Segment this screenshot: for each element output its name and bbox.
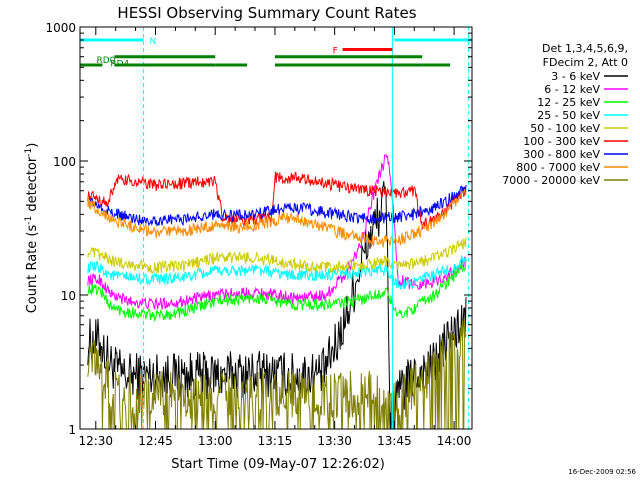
- generated-timestamp: 16-Dec-2009 02:56: [568, 468, 636, 476]
- legend-label-7: 800 - 7000 keV: [516, 161, 600, 174]
- flag-label-2: RD0: [96, 56, 115, 66]
- legend-label-4: 50 - 100 keV: [530, 122, 600, 135]
- y-tick-label-1: 10: [61, 289, 76, 303]
- chart-title: HESSI Observing Summary Count Rates: [117, 4, 416, 22]
- x-tick-label-2: 13:00: [198, 434, 233, 448]
- legend-label-1: 6 - 12 keV: [544, 83, 600, 96]
- y-tick-label-0: 1: [68, 423, 76, 437]
- series-line-1: [87, 153, 467, 310]
- series-line-0: [87, 181, 467, 429]
- y-axis-label-main: Count Rate (s: [25, 225, 40, 314]
- y-axis-label-sup2: -1: [24, 148, 34, 157]
- series-line-3: [87, 254, 467, 290]
- legend-label-2: 12 - 25 keV: [537, 96, 600, 109]
- series-line-8: [87, 318, 467, 429]
- x-tick-label-5: 13:45: [377, 434, 412, 448]
- series-line-7: [87, 188, 467, 248]
- legend-label-8: 7000 - 20000 keV: [502, 174, 600, 187]
- legend-label-3: 25 - 50 keV: [537, 109, 600, 122]
- x-tick-label-4: 13:30: [317, 434, 352, 448]
- legend-header-line-1: Det 1,3,4,5,6,9,: [542, 42, 628, 55]
- flag-label-3: RD4: [110, 60, 129, 70]
- legend-label-6: 300 - 800 keV: [523, 148, 600, 161]
- x-tick-label-0: 12:30: [78, 434, 113, 448]
- x-tick-label-1: 12:45: [138, 434, 173, 448]
- legend-label-5: 100 - 300 keV: [523, 135, 600, 148]
- series-line-6: [87, 184, 467, 227]
- legend-label-0: 3 - 6 keV: [551, 70, 600, 83]
- series-line-2: [87, 258, 467, 322]
- plot-frame: [79, 26, 473, 430]
- x-axis-label: Start Time (09-May-07 12:26:02): [171, 457, 385, 472]
- y-axis-label: Count Rate (s-1 detector-1): [24, 143, 40, 314]
- y-tick-label-2: 100: [53, 155, 76, 169]
- x-tick-label-6: 14:00: [437, 434, 472, 448]
- y-axis-label-sup1: -1: [24, 216, 34, 225]
- series-line-4: [87, 237, 467, 275]
- y-axis-label-end: ): [25, 143, 40, 148]
- y-axis-label-mid: detector: [25, 156, 40, 216]
- series-line-5: [87, 171, 467, 230]
- x-tick-label-3: 13:15: [258, 434, 293, 448]
- y-tick-label-3: 1000: [45, 21, 76, 35]
- legend-header-line-2: FDecim 2, Att 0: [543, 56, 628, 69]
- series-group: [87, 153, 467, 429]
- flag-label-0: N: [150, 37, 157, 47]
- flag-label-1: F: [333, 46, 338, 56]
